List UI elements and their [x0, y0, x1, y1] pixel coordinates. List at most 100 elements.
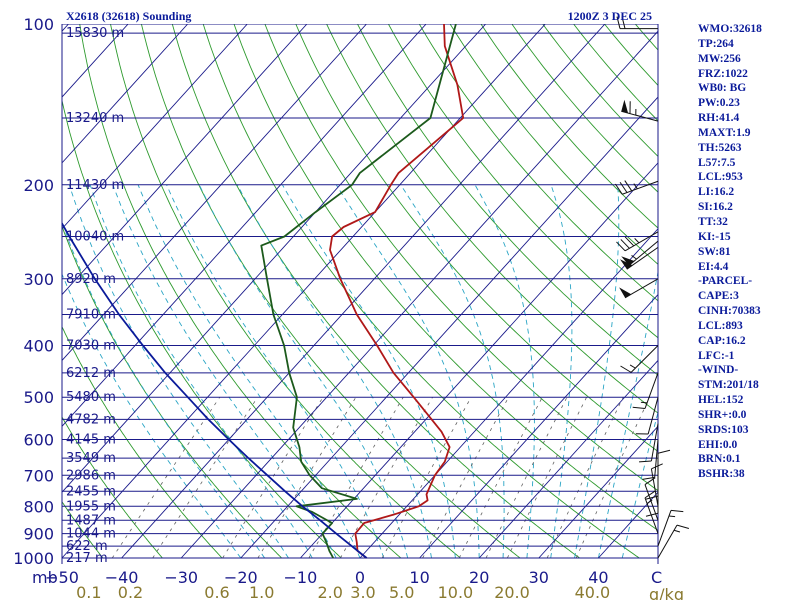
mixing-ratio-tick-label: 0.1: [76, 583, 101, 600]
height-label: 622 m: [66, 539, 108, 554]
wind-barb: [621, 99, 659, 122]
isotherm: [62, 24, 248, 230]
sounding-traces: [62, 24, 465, 559]
stability-indices-panel: WMO:32618 TP:264 MW:256 FRZ:1022 WB0: BG PW:0…: [698, 22, 798, 482]
index-line: -WIND-: [698, 364, 739, 377]
wind-barb-flag: [621, 99, 629, 114]
height-label: 13240 m: [66, 111, 124, 126]
wind-barb-feather: [657, 449, 671, 454]
pressure-tick-label: 400: [23, 337, 54, 356]
wind-barb-half-feather: [673, 529, 681, 533]
wind-barb-staff: [657, 524, 678, 559]
mixing-ratio-tick-label: 5.0: [389, 583, 414, 600]
pressure-tick-label: 700: [23, 466, 54, 485]
mixing-ratio-tick-label: 0.6: [204, 583, 229, 600]
wind-barb-feather: [620, 239, 630, 249]
chart-title: X2618 (32618) Sounding: [66, 9, 191, 23]
parcel-trace: [62, 221, 368, 559]
wind-barb-staff: [650, 468, 659, 507]
wind-barb-staff: [630, 345, 659, 373]
index-line: CINH:70383: [698, 305, 761, 318]
moist-adiabat: [166, 184, 385, 559]
mixing-ratio-tick-label: 1.0: [249, 583, 274, 600]
index-line: L57:7.5: [698, 156, 736, 169]
mixing-ratio-line: [308, 396, 404, 559]
pressure-tick-label: 200: [23, 176, 54, 195]
mixing-ratio-tick-label: 3.0: [350, 583, 375, 600]
isotherm: [478, 359, 658, 559]
valid-time: 1200Z 3 DEC 25: [568, 9, 652, 23]
index-line: FRZ:1022: [698, 67, 748, 80]
temperature-tick-label: 10: [409, 568, 429, 587]
height-label: 7030 m: [66, 339, 116, 354]
wind-barb-half-feather: [634, 238, 640, 244]
index-line: WMO:32618: [698, 23, 762, 35]
temperature-tick-label: 0: [355, 568, 365, 587]
pressure-tick-label: 600: [23, 431, 54, 450]
mixing-ratio-tick-label: 0.2: [118, 583, 143, 600]
isotherm: [538, 425, 658, 559]
temperature-tick-label: −30: [164, 568, 198, 587]
wind-barb-staff: [657, 510, 672, 547]
mixing-ratio-line: [152, 396, 259, 559]
wind-barb-staff: [624, 231, 659, 252]
index-line: SHR+:0.0: [698, 408, 747, 421]
wind-barb-half-feather: [629, 364, 636, 369]
pressure-tick-label: 800: [23, 497, 54, 516]
temperature-tick-label: −40: [105, 568, 139, 587]
temperature-tick-label: 30: [529, 568, 549, 587]
wind-barb-half-feather: [633, 183, 638, 190]
height-label: 10040 m: [66, 230, 124, 245]
index-line: TP:264: [698, 37, 734, 50]
wind-barb: [635, 397, 659, 435]
height-label: 7910 m: [66, 308, 116, 323]
wind-barb-feather: [670, 509, 684, 513]
index-line: CAPE:3: [698, 290, 739, 303]
temperature-tick-label: 40: [588, 568, 608, 587]
moist-adiabat: [112, 184, 337, 559]
wind-barb-flag: [619, 287, 632, 298]
x-axis-unit-label: C: [651, 568, 662, 587]
isotherm: [300, 162, 658, 559]
wind-barb-feather: [616, 16, 621, 29]
mixing-ratio-tick-label: 2.0: [317, 583, 342, 600]
index-line: KI:-15: [698, 230, 731, 243]
wind-barb-feather: [644, 477, 656, 486]
index-line: LCL:893: [698, 319, 743, 332]
isotherm: [62, 24, 487, 493]
wind-barb: [620, 345, 659, 373]
wind-barb: [657, 509, 684, 547]
wind-barb-feather: [624, 236, 635, 247]
mixing-ratio-tick-label: 10.0: [438, 583, 474, 600]
wind-barb-feather: [639, 460, 652, 463]
wind-barb-feather: [644, 490, 656, 499]
wind-barb-staff: [647, 397, 659, 435]
wind-barb-staff: [650, 423, 659, 462]
index-line: LI:16.2: [698, 186, 735, 199]
height-label: 2455 m: [66, 484, 116, 499]
index-line: PW:0.23: [698, 97, 740, 110]
mixing-ratio-line: [257, 396, 357, 559]
height-label: 11430 m: [66, 178, 124, 193]
index-line: SW:81: [698, 245, 731, 258]
isotherm: [419, 293, 658, 559]
wind-barb-flag: [620, 259, 633, 270]
pressure-tick-label: 100: [23, 15, 54, 34]
temperature-tick-label: −20: [224, 568, 258, 587]
isotherm: [62, 24, 427, 427]
wind-barb-staff: [644, 497, 659, 534]
wind-barb: [620, 246, 659, 270]
index-line: LFC:-1: [698, 349, 735, 362]
isotherm: [62, 24, 308, 296]
wind-barb: [616, 16, 658, 30]
isotherm: [62, 24, 546, 559]
height-label: 5480 m: [66, 390, 116, 405]
wind-barb-flag: [621, 256, 635, 266]
wind-barb-staff: [644, 372, 659, 409]
wind-barb-half-feather: [646, 499, 653, 504]
wind-barb-feather: [632, 406, 646, 410]
index-line: MAXT:1.9: [698, 126, 751, 139]
wind-barb-feather: [620, 365, 632, 373]
wind-barb: [657, 524, 690, 559]
